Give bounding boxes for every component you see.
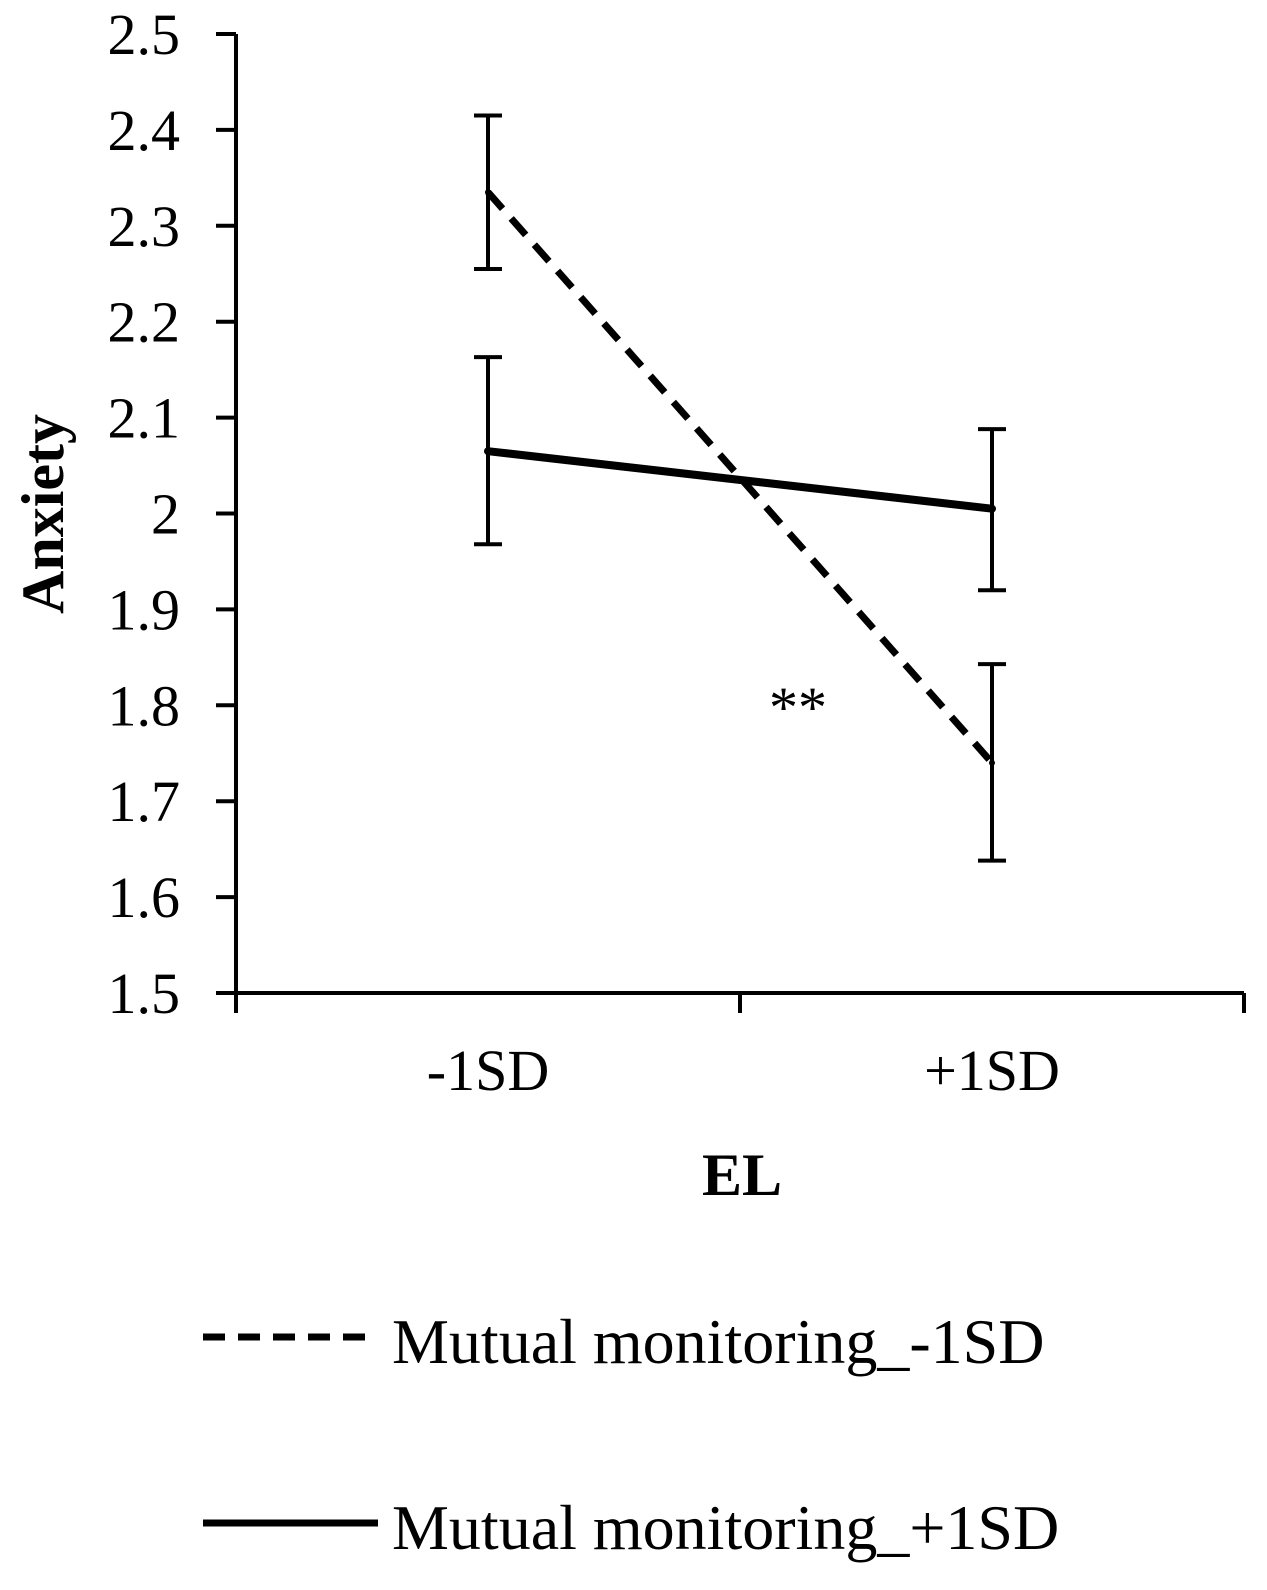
y-tick-label: 2.2 <box>108 290 181 355</box>
data-point <box>989 759 995 766</box>
series-line-2 <box>484 447 996 513</box>
y-tick-label: 1.8 <box>108 673 181 738</box>
chart-series <box>474 113 1006 863</box>
y-tick-label: 1.9 <box>108 577 181 642</box>
y-tick-label: 1.5 <box>108 961 181 1026</box>
y-tick-label: 1.7 <box>108 769 181 834</box>
y-tick-labels: 1.5 1.6 1.7 1.8 1.9 2 2.1 2.2 2.3 2.4 2.5 <box>108 2 181 1026</box>
series-line-1 <box>485 189 995 766</box>
y-tick-label: 1.6 <box>108 865 181 930</box>
x-tick-label: -1SD <box>427 1038 549 1103</box>
x-axis-title: EL <box>702 1142 782 1208</box>
y-tick-label: 2.3 <box>108 194 181 259</box>
x-tick-label: +1SD <box>924 1038 1060 1103</box>
y-tick-label: 2 <box>151 482 180 547</box>
data-point <box>989 505 995 512</box>
data-point <box>485 189 491 196</box>
legend: Mutual monitoring_-1SD Mutual monitoring… <box>203 1306 1059 1563</box>
chart-axes <box>216 32 1246 1013</box>
y-tick-label: 2.1 <box>108 386 181 451</box>
data-point <box>485 448 491 455</box>
y-axis-title: Anxiety <box>10 414 76 614</box>
legend-label-series-2: Mutual monitoring_+1SD <box>392 1492 1059 1563</box>
legend-label-series-1: Mutual monitoring_-1SD <box>392 1306 1044 1377</box>
x-tick-labels: -1SD +1SD <box>427 1038 1060 1103</box>
y-tick-label: 2.5 <box>108 2 181 67</box>
significance-annotation: ** <box>769 675 827 740</box>
y-tick-label: 2.4 <box>108 98 181 163</box>
